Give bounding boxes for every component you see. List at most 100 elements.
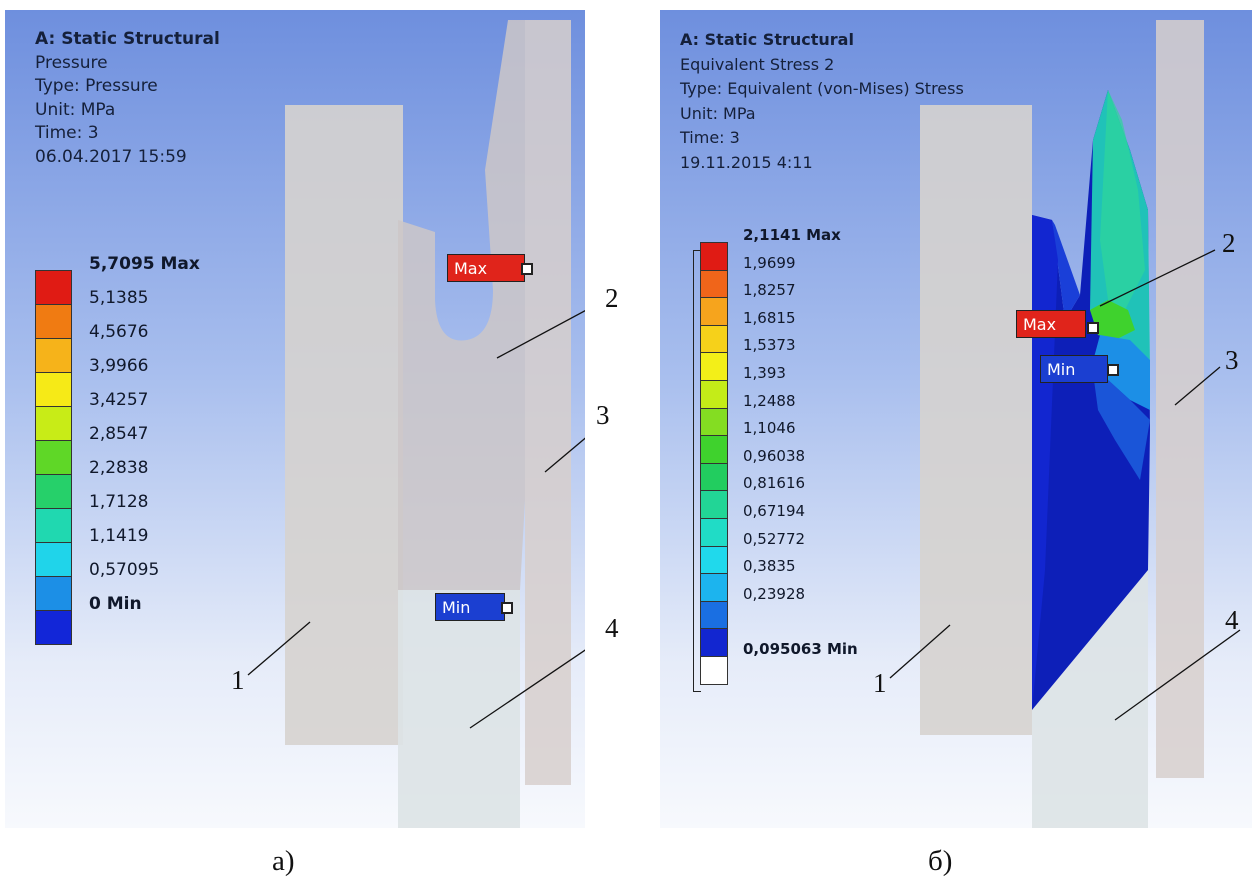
legend-swatch — [700, 435, 728, 464]
part-1 — [285, 105, 403, 745]
max-probe-label: Max — [1023, 315, 1057, 334]
viewport-equivalent-stress[interactable]: A: Static Structural Equivalent Stress 2… — [660, 10, 1252, 828]
legend-label: 0,96038 — [743, 446, 806, 465]
callout-3: 3 — [1225, 345, 1239, 375]
callout-2: 2 — [605, 283, 619, 313]
max-probe-point — [521, 263, 533, 275]
legend-swatch — [700, 573, 728, 602]
callout-3: 3 — [596, 400, 610, 430]
legend-label: 2,8547 — [89, 424, 149, 444]
callout-1: 1 — [231, 665, 245, 695]
legend-swatch — [700, 297, 728, 326]
result-unit: Unit: MPa — [35, 99, 116, 120]
min-probe-label: Min — [442, 598, 471, 617]
legend-label: 1,1046 — [743, 419, 796, 438]
result-info-block: A: Static Structural Equivalent Stress 2… — [680, 28, 964, 175]
legend-label: 0,67194 — [743, 502, 806, 520]
callout-4: 4 — [1225, 605, 1239, 635]
legend-swatch — [35, 508, 72, 543]
legend-label: 0,23928 — [743, 584, 806, 603]
legend-label: 1,9699 — [743, 253, 796, 272]
max-probe-label: Max — [454, 259, 488, 278]
analysis-title: A: Static Structural — [680, 30, 854, 49]
legend-range-bracket — [693, 250, 701, 692]
legend-label: 2,1141 Max — [743, 226, 841, 244]
legend-label: 1,2488 — [743, 391, 796, 410]
legend-swatch — [700, 324, 728, 354]
viewport-pressure[interactable]: A: Static Structural Pressure Type: Pres… — [5, 10, 585, 828]
min-probe-tag[interactable]: Min — [435, 593, 505, 621]
legend-label: 1,1419 — [89, 526, 149, 546]
legend-label: 0 Min — [89, 594, 142, 614]
analysis-title: A: Static Structural — [35, 29, 220, 49]
legend-label: 0,3835 — [743, 557, 796, 576]
max-probe-tag[interactable]: Max — [447, 254, 525, 282]
legend-label: 5,7095 Max — [89, 254, 200, 274]
legend-swatch — [700, 518, 728, 547]
legend-label: 2,2838 — [89, 458, 149, 478]
legend-swatch — [35, 372, 72, 407]
legend-label: 1,6815 — [743, 308, 796, 327]
legend-swatch — [35, 610, 72, 645]
part-4 — [398, 590, 520, 828]
legend-swatch — [35, 304, 72, 339]
legend-swatch — [700, 545, 728, 575]
legend-swatch — [700, 600, 728, 630]
result-time: Time: 3 — [680, 128, 740, 147]
min-probe-label: Min — [1047, 360, 1076, 379]
part-2 — [398, 20, 525, 590]
result-info-block: A: Static Structural Pressure Type: Pres… — [35, 28, 220, 169]
result-date: 19.11.2015 4:11 — [680, 152, 813, 172]
callout-2: 2 — [1222, 228, 1236, 258]
legend-swatch — [35, 474, 72, 509]
legend-swatch — [700, 242, 728, 271]
callout-4: 4 — [605, 613, 619, 643]
result-name: Pressure — [35, 52, 108, 73]
min-probe-point — [1107, 364, 1119, 376]
part-1 — [920, 105, 1032, 735]
legend-swatch — [35, 338, 72, 373]
legend-label: 0,52772 — [743, 529, 806, 548]
legend-label: 1,7128 — [89, 492, 149, 512]
max-probe-point — [1087, 322, 1099, 334]
legend-label: 4,5676 — [89, 322, 149, 342]
legend-swatch — [35, 270, 72, 305]
legend-label: 3,9966 — [89, 356, 149, 376]
legend-label: 1,5373 — [743, 336, 796, 355]
legend-label: 3,4257 — [89, 390, 149, 410]
legend-swatch — [700, 407, 728, 437]
legend-swatch — [700, 462, 728, 492]
result-type: Type: Pressure — [35, 76, 158, 96]
legend-swatch — [700, 490, 728, 519]
legend-swatch — [700, 269, 728, 299]
legend-swatch — [35, 542, 72, 577]
part-4 — [1032, 570, 1148, 828]
part-3 — [1156, 20, 1204, 778]
min-probe-tag[interactable]: Min — [1040, 355, 1108, 383]
legend-swatch — [700, 628, 728, 657]
legend-swatch — [35, 440, 72, 475]
result-name: Equivalent Stress 2 — [680, 54, 835, 74]
legend-swatch — [700, 380, 728, 409]
model-geometry-pressure — [247, 20, 585, 828]
legend-label: 1,8257 — [743, 281, 796, 300]
caption-b: б) — [928, 845, 953, 877]
part-3 — [525, 20, 571, 785]
result-date: 06.04.2017 15:59 — [35, 146, 187, 167]
legend-label: 0,095063 Min — [743, 640, 858, 658]
model-geometry-stress — [889, 20, 1241, 828]
callout-1: 1 — [873, 668, 887, 698]
caption-a: а) — [272, 845, 295, 877]
legend-swatch — [35, 576, 72, 611]
result-type: Type: Equivalent (von-Mises) Stress — [680, 79, 964, 98]
legend-label: 0,57095 — [89, 560, 160, 580]
legend-label: 1,393 — [743, 364, 786, 382]
legend-swatch — [35, 406, 72, 441]
min-probe-point — [501, 602, 513, 614]
legend-swatch — [700, 656, 728, 685]
max-probe-tag[interactable]: Max — [1016, 310, 1086, 338]
result-time: Time: 3 — [35, 123, 99, 143]
legend-label: 5,1385 — [89, 288, 149, 308]
result-unit: Unit: MPa — [680, 103, 756, 123]
legend-label: 0,81616 — [743, 474, 806, 493]
